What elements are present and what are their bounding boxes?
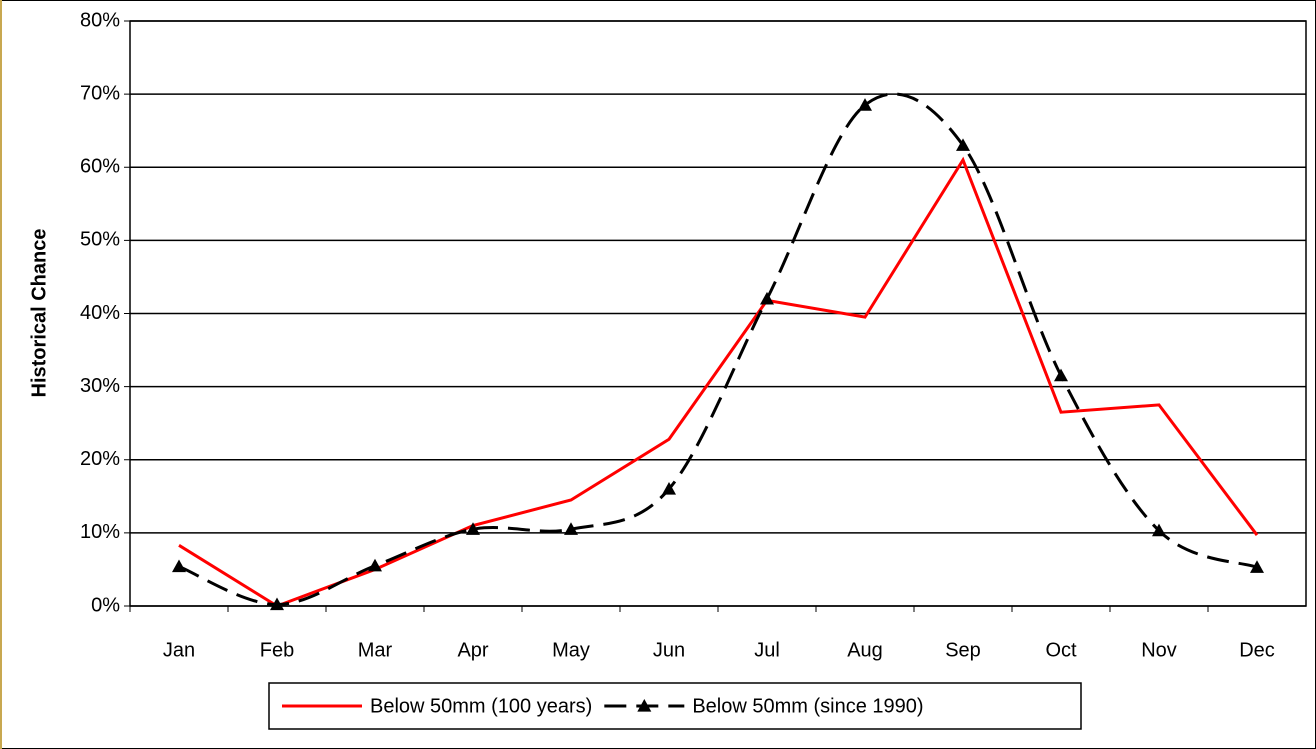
x-tick-label: Oct <box>1045 639 1077 661</box>
y-tick-label: 50% <box>80 229 120 251</box>
point-marker <box>564 522 578 535</box>
y-tick-label: 20% <box>80 448 120 470</box>
x-tick-label: Nov <box>1141 639 1177 661</box>
point-marker <box>662 482 676 495</box>
y-tick-label: 10% <box>80 521 120 543</box>
y-tick-label: 70% <box>80 82 120 104</box>
point-marker <box>172 559 186 573</box>
legend-marker <box>637 699 652 712</box>
y-tick-label: 40% <box>80 302 120 324</box>
x-tick-label: Feb <box>260 639 294 661</box>
x-tick-label: Jun <box>653 639 685 661</box>
x-tick-label: Sep <box>945 639 981 661</box>
y-tick-label: 80% <box>80 9 120 31</box>
x-tick-label: Jan <box>163 639 195 661</box>
y-tick-label: 60% <box>80 156 120 178</box>
line-series <box>178 156 1259 608</box>
x-tick-label: Dec <box>1239 639 1275 661</box>
point-marker <box>1152 523 1166 537</box>
x-tick-label: May <box>552 639 590 661</box>
point-marker <box>368 558 382 572</box>
point-marker <box>858 98 872 111</box>
point-marker <box>760 291 774 305</box>
y-axis-label: Historical Chance <box>28 229 50 398</box>
y-tick-label: 0% <box>91 594 120 616</box>
point-marker <box>1054 368 1068 382</box>
y-tick-label: 30% <box>80 375 120 397</box>
legend-label: Below 50mm (since 1990) <box>692 695 923 717</box>
x-tick-label: Mar <box>358 639 393 661</box>
point-marker <box>956 138 970 151</box>
x-tick-label: Apr <box>457 639 488 661</box>
x-tick-label: Jul <box>754 639 780 661</box>
legend-label: Below 50mm (100 years) <box>370 695 592 717</box>
x-tick-label: Aug <box>847 639 883 661</box>
point-marker <box>270 597 284 611</box>
point-marker <box>1250 560 1264 573</box>
point-marker <box>466 522 480 535</box>
